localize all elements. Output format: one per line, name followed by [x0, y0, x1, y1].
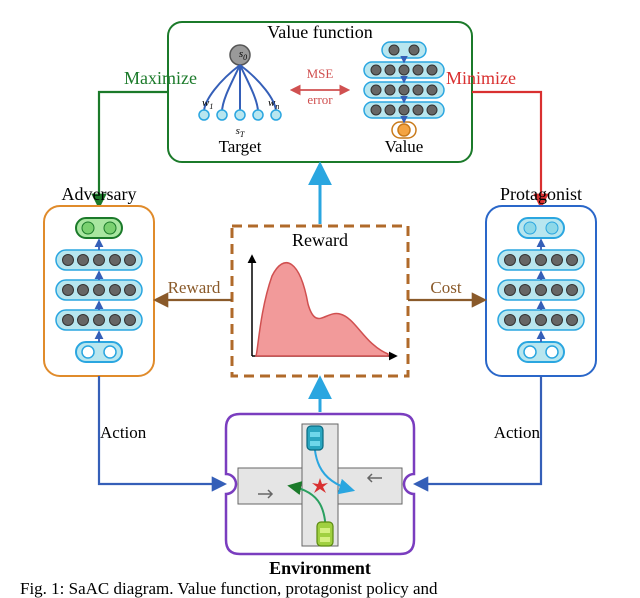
adversary-title: Adversary — [62, 184, 137, 204]
cost-arrow-label: Cost — [430, 278, 461, 297]
mse-label-2: error — [307, 92, 333, 107]
environment-box — [226, 414, 414, 554]
value-label: Value — [385, 137, 424, 156]
car-bottom-icon — [317, 522, 333, 546]
target-label: Target — [219, 137, 262, 156]
protagonist-title: Protagonist — [500, 184, 582, 204]
mse-label-1: MSE — [307, 66, 334, 81]
action-left-label: Action — [100, 423, 147, 442]
reward-arrow-label: Reward — [168, 278, 221, 297]
diagram-stage: Value function s0 w1 wn sT Target MSE er… — [0, 0, 640, 598]
action-right-label: Action — [494, 423, 541, 442]
reward-title: Reward — [292, 230, 348, 250]
car-top-icon — [307, 426, 323, 450]
w1-sub: 1 — [209, 102, 213, 111]
value-function-title: Value function — [267, 22, 372, 42]
diagram-svg: Value function s0 w1 wn sT Target MSE er… — [0, 0, 640, 598]
maximize-label: Maximize — [124, 68, 197, 88]
figure-caption: Fig. 1: SaAC diagram. Value function, pr… — [20, 579, 438, 598]
minimize-label: Minimize — [446, 68, 516, 88]
wn-sub: n — [275, 102, 279, 111]
s0-sub: 0 — [243, 53, 247, 62]
environment-label: Environment — [269, 558, 371, 578]
